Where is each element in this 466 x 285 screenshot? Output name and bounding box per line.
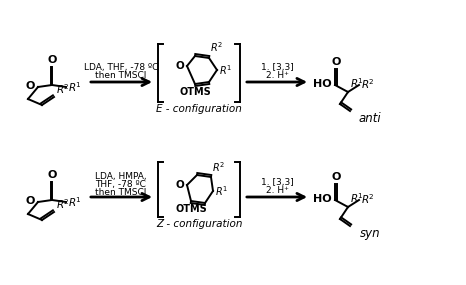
Text: O: O [26, 81, 35, 91]
Text: LDA, HMPA,: LDA, HMPA, [95, 172, 147, 181]
Text: O: O [26, 196, 35, 206]
Text: $R^1$: $R^1$ [350, 191, 364, 205]
Text: $R^2$: $R^2$ [361, 192, 375, 206]
Text: $R^1$: $R^1$ [68, 80, 82, 94]
Text: $R^1$: $R^1$ [219, 63, 232, 77]
Text: $R^2$: $R^2$ [212, 160, 225, 174]
Text: $R^1$: $R^1$ [68, 195, 82, 209]
Text: $R^2$: $R^2$ [56, 197, 70, 211]
Text: $R^1$: $R^1$ [350, 76, 364, 90]
Text: 1. [3,3]: 1. [3,3] [260, 63, 294, 72]
Text: then TMSCl: then TMSCl [96, 71, 147, 80]
Text: OTMS: OTMS [175, 204, 207, 214]
Text: O: O [175, 61, 184, 71]
Text: 2. H⁺: 2. H⁺ [266, 186, 288, 195]
Text: Z - configuration: Z - configuration [156, 219, 242, 229]
Text: syn: syn [360, 227, 380, 240]
Text: O: O [48, 170, 57, 180]
Text: $R^2$: $R^2$ [210, 40, 223, 54]
Text: O: O [331, 172, 340, 182]
Text: O: O [48, 55, 57, 65]
Text: LDA, THF, -78 ºC: LDA, THF, -78 ºC [84, 63, 158, 72]
Text: HO: HO [313, 79, 332, 89]
Text: E - configuration: E - configuration [156, 104, 242, 114]
Text: $R^2$: $R^2$ [56, 82, 70, 96]
Text: O: O [331, 57, 340, 67]
Text: then TMSCl: then TMSCl [96, 188, 147, 197]
Text: $R^2$: $R^2$ [361, 77, 375, 91]
Text: HO: HO [313, 194, 332, 204]
Text: anti: anti [359, 112, 381, 125]
Text: O: O [175, 180, 184, 190]
Text: THF, -78 ºC: THF, -78 ºC [96, 180, 146, 189]
Text: 2. H⁺: 2. H⁺ [266, 71, 288, 80]
Text: 1. [3,3]: 1. [3,3] [260, 178, 294, 187]
Text: OTMS: OTMS [179, 87, 211, 97]
Text: $R^1$: $R^1$ [215, 184, 228, 198]
